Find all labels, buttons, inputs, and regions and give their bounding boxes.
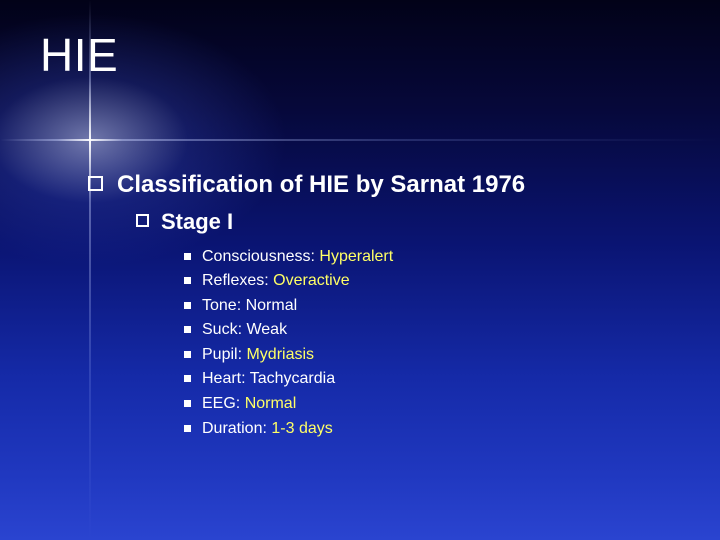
list-item: Reflexes: Overactive bbox=[184, 270, 678, 292]
list-item-text: Consciousness: Hyperalert bbox=[202, 246, 393, 268]
filled-square-icon bbox=[184, 277, 191, 284]
list-item-text: Reflexes: Overactive bbox=[202, 270, 350, 292]
list-item: Suck: Weak bbox=[184, 319, 678, 341]
filled-square-icon bbox=[184, 253, 191, 260]
list-item-text: Heart: Tachycardia bbox=[202, 368, 335, 390]
list-item-text: Suck: Weak bbox=[202, 319, 287, 341]
list-item-text: Pupil: Mydriasis bbox=[202, 344, 314, 366]
hollow-square-icon bbox=[136, 214, 149, 227]
item-label: Suck: bbox=[202, 321, 246, 338]
level2-text: Stage I bbox=[161, 208, 233, 236]
list-item-text: Tone: Normal bbox=[202, 295, 297, 317]
list-item: Pupil: Mydriasis bbox=[184, 344, 678, 366]
item-label: Consciousness: bbox=[202, 248, 319, 265]
flare-horizontal bbox=[0, 139, 720, 141]
list-item: EEG: Normal bbox=[184, 393, 678, 415]
item-label: EEG: bbox=[202, 395, 245, 412]
item-value: Hyperalert bbox=[319, 248, 393, 265]
list-item: Consciousness: Hyperalert bbox=[184, 246, 678, 268]
filled-square-icon bbox=[184, 302, 191, 309]
list-item-text: EEG: Normal bbox=[202, 393, 296, 415]
list-item-text: Duration: 1-3 days bbox=[202, 418, 333, 440]
level1-text: Classification of HIE by Sarnat 1976 bbox=[117, 170, 525, 200]
list-item: Duration: 1-3 days bbox=[184, 418, 678, 440]
list-item: Tone: Normal bbox=[184, 295, 678, 317]
list-item: Heart: Tachycardia bbox=[184, 368, 678, 390]
item-value: Mydriasis bbox=[246, 346, 314, 363]
filled-square-icon bbox=[184, 400, 191, 407]
item-value: Normal bbox=[246, 297, 298, 314]
item-value: Weak bbox=[246, 321, 287, 338]
filled-square-icon bbox=[184, 425, 191, 432]
slide-body: Classification of HIE by Sarnat 1976 Sta… bbox=[88, 170, 678, 442]
item-label: Tone: bbox=[202, 297, 246, 314]
item-label: Duration: bbox=[202, 420, 271, 437]
hollow-square-icon bbox=[88, 176, 103, 191]
bullet-level-2: Stage I bbox=[136, 208, 678, 236]
item-label: Pupil: bbox=[202, 346, 246, 363]
item-label: Heart: bbox=[202, 370, 250, 387]
items-list: Consciousness: HyperalertReflexes: Overa… bbox=[88, 246, 678, 440]
item-value: 1-3 days bbox=[271, 420, 332, 437]
bullet-level-1: Classification of HIE by Sarnat 1976 bbox=[88, 170, 678, 200]
filled-square-icon bbox=[184, 351, 191, 358]
item-value: Tachycardia bbox=[250, 370, 335, 387]
item-label: Reflexes: bbox=[202, 272, 273, 289]
filled-square-icon bbox=[184, 326, 191, 333]
item-value: Overactive bbox=[273, 272, 349, 289]
slide-title: HIE bbox=[40, 28, 118, 82]
filled-square-icon bbox=[184, 375, 191, 382]
item-value: Normal bbox=[245, 395, 297, 412]
